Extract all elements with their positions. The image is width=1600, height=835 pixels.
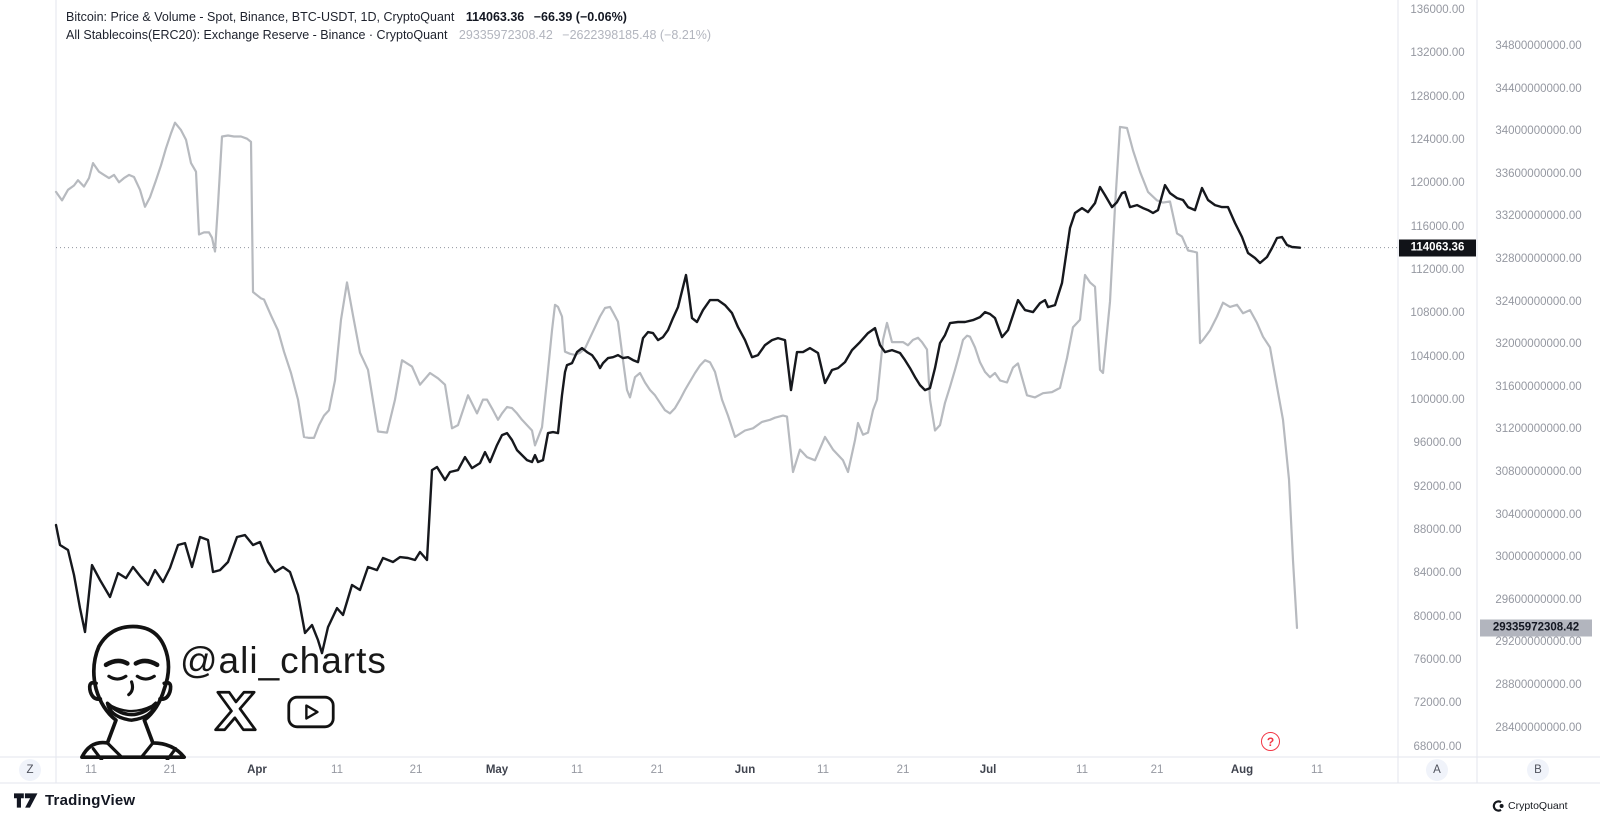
reserve-tick-label: 34000000000.00: [1495, 125, 1582, 138]
reserve-tick-label: 34800000000.00: [1495, 40, 1582, 52]
time-tick-day: 21: [409, 764, 423, 776]
reserve-tick-label: 30400000000.00: [1495, 508, 1582, 521]
stablecoin-reserve-line: [54, 121, 1299, 629]
legend-bitcoin-change: −66.39 (−0.06%): [533, 10, 627, 24]
reserve-axis[interactable]: 34800000000.00 34400000000.00 34000000000.…: [1477, 0, 1600, 783]
reserve-tick-label: 29600000000.00: [1495, 593, 1582, 606]
legend-row-stablecoins[interactable]: All Stablecoins(ERC20): Exchange Reserve…: [66, 26, 711, 44]
time-tick-day: 11: [571, 764, 583, 776]
legend-stablecoins-label: All Stablecoins(ERC20): Exchange Reserve…: [66, 28, 448, 42]
reserve-tick-label: 29200000000.00: [1495, 636, 1582, 649]
price-tick-label: 116000.00: [1410, 220, 1465, 233]
price-tick-label: 68000.00: [1413, 740, 1462, 753]
price-tick-label: 132000.00: [1410, 47, 1465, 60]
price-tick-label: 128000.00: [1410, 90, 1465, 103]
time-tick-month: May: [485, 764, 509, 776]
price-tick-label: 80000.00: [1413, 610, 1462, 623]
time-tick-day: 11: [1076, 764, 1088, 776]
time-axis[interactable]: 11 21 Apr 11 21 May 11 21 Jun 11 21 Jul 11 21 Aug 11: [0, 757, 1600, 783]
tradingview-logo-text: TradingView: [45, 792, 136, 809]
reserve-tick-label: 33600000000.00: [1495, 167, 1582, 180]
legend-stablecoins-value: 29335972308.42: [458, 28, 553, 42]
legend-bitcoin-value: 114063.36: [465, 10, 525, 24]
cryptoquant-logo-text: CryptoQuant: [1508, 800, 1568, 812]
last-reserve-badge: 29335972308.42: [1480, 619, 1592, 637]
price-tick-label: 136000.00: [1410, 4, 1465, 16]
time-tick-day: 21: [896, 764, 910, 776]
legend: Bitcoin: Price & Volume - Spot, Binance,…: [66, 8, 711, 44]
time-tick-day: 11: [331, 764, 343, 776]
reserve-tick-label: 32400000000.00: [1495, 295, 1582, 308]
legend-bitcoin-label: Bitcoin: Price & Volume - Spot, Binance,…: [66, 10, 455, 24]
legend-row-bitcoin[interactable]: Bitcoin: Price & Volume - Spot, Binance,…: [66, 8, 711, 26]
time-tick-day: 11: [817, 764, 829, 776]
reserve-tick-label: 30800000000.00: [1495, 466, 1582, 478]
reserve-tick-label: 28800000000.00: [1495, 679, 1582, 691]
axis-a-button[interactable]: A: [1426, 759, 1448, 781]
legend-stablecoins-change: −2622398185.48 (−8.21%): [562, 28, 712, 42]
reserve-tick-label: 32800000000.00: [1495, 253, 1582, 265]
time-tick-month: Jun: [734, 764, 756, 776]
cryptoquant-mark-icon: [1492, 800, 1504, 812]
price-tick-label: 124000.00: [1410, 134, 1465, 147]
price-tick-label: 120000.00: [1410, 177, 1465, 190]
price-tick-label: 92000.00: [1413, 480, 1462, 493]
reserve-tick-label: 34400000000.00: [1495, 82, 1582, 95]
price-tick-label: 84000.00: [1413, 567, 1462, 580]
price-tick-label: 104000.00: [1410, 350, 1465, 363]
time-tick-day: 21: [163, 764, 177, 776]
reserve-tick-label: 28400000000.00: [1495, 721, 1582, 734]
price-tick-label: 72000.00: [1413, 697, 1462, 710]
price-tick-label: 88000.00: [1413, 524, 1462, 537]
price-tick-label: 76000.00: [1413, 654, 1462, 667]
tradingview-mark-icon: [14, 793, 38, 808]
timezone-button[interactable]: Z: [19, 759, 41, 781]
reserve-tick-label: 33200000000.00: [1495, 210, 1582, 223]
bitcoin-price-line: [54, 183, 1302, 655]
tradingview-logo[interactable]: TradingView: [14, 792, 135, 809]
help-icon[interactable]: ?: [1261, 732, 1280, 751]
axis-b-button[interactable]: B: [1527, 759, 1549, 781]
time-tick-day: 11: [1311, 764, 1323, 776]
time-tick-day: 11: [85, 764, 97, 776]
price-tick-label: 96000.00: [1413, 437, 1462, 450]
price-axis[interactable]: 136000.00 132000.00 128000.00 124000.00 1200…: [1398, 0, 1477, 783]
time-tick-month: Aug: [1230, 764, 1254, 776]
reserve-tick-label: 30000000000.00: [1495, 551, 1582, 564]
reserve-tick-label: 32000000000.00: [1495, 338, 1582, 351]
cryptoquant-logo[interactable]: CryptoQuant: [1492, 800, 1568, 812]
price-tick-label: 112000.00: [1410, 264, 1465, 277]
reserve-tick-label: 31600000000.00: [1495, 380, 1582, 393]
time-tick-day: 21: [1150, 764, 1164, 776]
time-tick-month: Apr: [247, 764, 267, 776]
time-tick-month: Jul: [979, 764, 997, 776]
time-tick-day: 21: [650, 764, 664, 776]
price-tick-label: 100000.00: [1410, 394, 1465, 407]
reserve-tick-label: 31200000000.00: [1495, 423, 1582, 436]
price-tick-label: 108000.00: [1410, 307, 1465, 320]
last-price-badge: 114063.36: [1399, 239, 1476, 257]
